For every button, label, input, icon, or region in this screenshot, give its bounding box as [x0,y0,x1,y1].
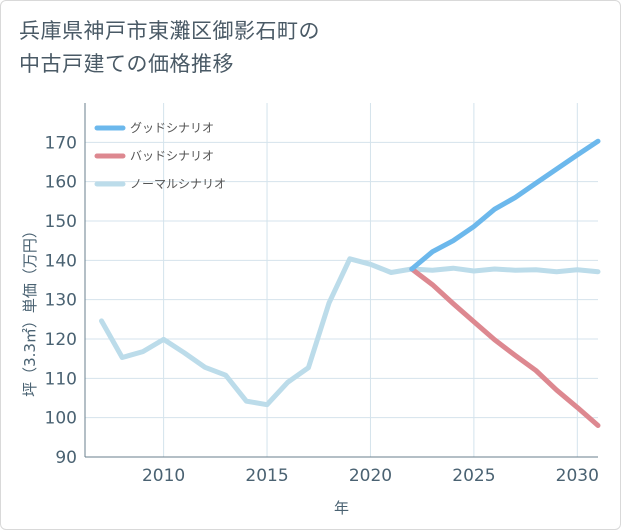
grid-lines [85,103,598,458]
x-tick-label: 2025 [452,466,495,486]
x-tick-label: 2030 [556,466,599,486]
legend-label: グッドシナリオ [130,121,214,135]
series-lines [99,138,601,428]
series-line-good [409,138,601,272]
y-tick-label: 120 [45,330,77,350]
y-tick-label: 130 [45,291,77,311]
legend-label: ノーマルシナリオ [130,177,226,191]
x-axis-label: 年 [334,499,349,517]
chart-title-line-2: 中古戸建ての価格推移 [19,52,234,76]
legend-label: バッドシナリオ [130,149,214,163]
y-axis-label: 坪（3.3㎡）単価（万円） [21,223,39,397]
y-tick-label: 160 [45,173,77,193]
axes: 90 100 110 120 130 140 150 160 170 2010 2015 2020 20… [45,103,599,486]
series-line-bad [409,266,601,428]
y-tick-label: 110 [45,369,77,389]
y-tick-label: 140 [45,251,77,271]
x-tick-label: 2015 [245,466,288,486]
y-tick-label: 90 [55,448,77,468]
x-tick-label: 2020 [349,466,392,486]
series-line-normal [99,256,601,408]
chart-title-line-1: 兵庫県神戸市東灘区御影石町の [19,19,320,43]
y-tick-label: 150 [45,212,77,232]
y-tick-label: 100 [45,409,77,429]
y-tick-label: 170 [45,133,77,153]
chart-title: 兵庫県神戸市東灘区御影石町の 中古戸建ての価格推移 [19,15,320,81]
x-tick-label: 2010 [142,466,185,486]
